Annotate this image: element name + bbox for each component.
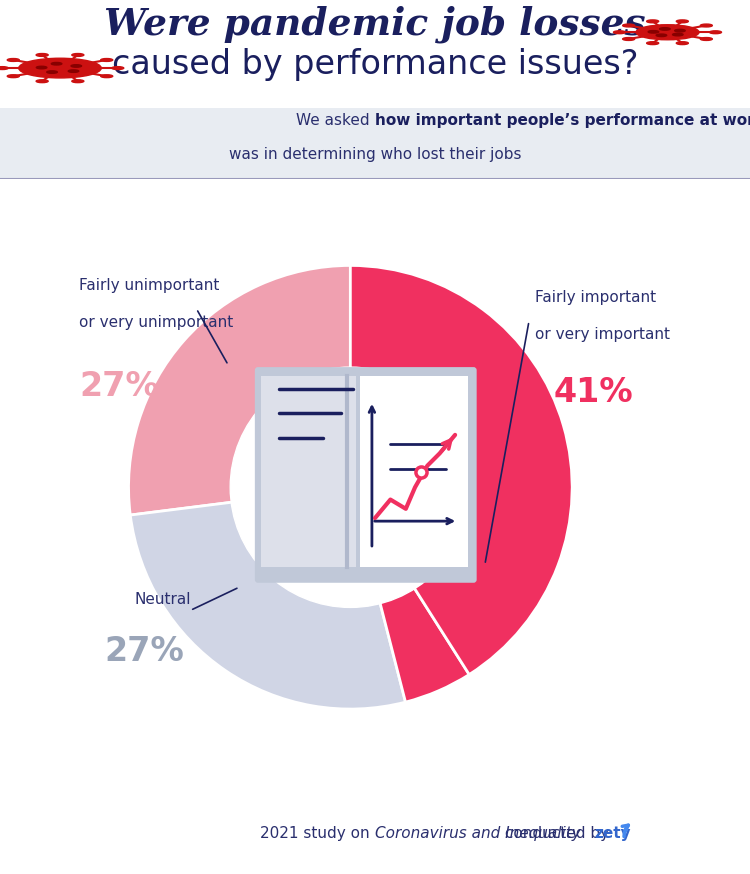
- Circle shape: [36, 66, 46, 69]
- Text: 41%: 41%: [554, 377, 633, 409]
- Text: conducted by: conducted by: [500, 826, 614, 841]
- Circle shape: [8, 59, 20, 61]
- Wedge shape: [130, 488, 406, 709]
- Text: Fairly unimportant: Fairly unimportant: [80, 278, 220, 293]
- Circle shape: [676, 20, 688, 23]
- Circle shape: [675, 30, 686, 31]
- Text: or very important: or very important: [536, 327, 670, 342]
- Circle shape: [648, 31, 658, 33]
- Circle shape: [656, 34, 667, 37]
- Text: 27%: 27%: [104, 635, 184, 668]
- FancyBboxPatch shape: [255, 367, 477, 583]
- Circle shape: [0, 66, 8, 70]
- Circle shape: [660, 28, 670, 31]
- Circle shape: [36, 80, 48, 83]
- Circle shape: [700, 38, 712, 40]
- Text: how important people’s performance at work: how important people’s performance at wo…: [375, 113, 750, 128]
- Circle shape: [46, 71, 57, 73]
- Circle shape: [36, 53, 48, 57]
- FancyBboxPatch shape: [360, 377, 468, 567]
- Circle shape: [71, 65, 82, 67]
- Circle shape: [700, 24, 712, 27]
- Circle shape: [673, 33, 683, 36]
- Circle shape: [100, 59, 112, 61]
- Circle shape: [51, 62, 62, 65]
- Circle shape: [112, 66, 124, 70]
- FancyBboxPatch shape: [261, 377, 356, 567]
- Circle shape: [614, 31, 626, 34]
- Circle shape: [636, 24, 699, 40]
- Circle shape: [8, 75, 20, 78]
- Text: Neutral: Neutral: [135, 592, 191, 607]
- Circle shape: [710, 31, 722, 34]
- Circle shape: [676, 42, 688, 45]
- Text: 27%: 27%: [80, 371, 159, 403]
- Circle shape: [68, 70, 79, 73]
- Text: 2021 study on: 2021 study on: [260, 826, 375, 841]
- Circle shape: [622, 24, 634, 27]
- Circle shape: [19, 59, 101, 78]
- Circle shape: [72, 53, 84, 57]
- Text: Were pandemic job losses: Were pandemic job losses: [104, 5, 646, 43]
- Circle shape: [230, 367, 470, 607]
- Text: We asked: We asked: [296, 113, 375, 128]
- Bar: [0, 0, 750, 111]
- Bar: [0, 108, 750, 179]
- Text: Fairly important: Fairly important: [536, 290, 656, 305]
- Text: zety: zety: [595, 826, 632, 841]
- Wedge shape: [350, 266, 572, 675]
- Text: Coronavirus and Inequality: Coronavirus and Inequality: [375, 826, 580, 841]
- Text: or very unimportant: or very unimportant: [80, 315, 233, 329]
- Wedge shape: [350, 488, 470, 702]
- Circle shape: [622, 38, 634, 40]
- Wedge shape: [128, 266, 350, 515]
- Circle shape: [646, 20, 658, 23]
- Circle shape: [72, 80, 84, 83]
- Text: was in determining who lost their jobs: was in determining who lost their jobs: [229, 147, 521, 162]
- Circle shape: [646, 42, 658, 45]
- Text: caused by performance issues?: caused by performance issues?: [112, 48, 638, 81]
- Circle shape: [100, 75, 112, 78]
